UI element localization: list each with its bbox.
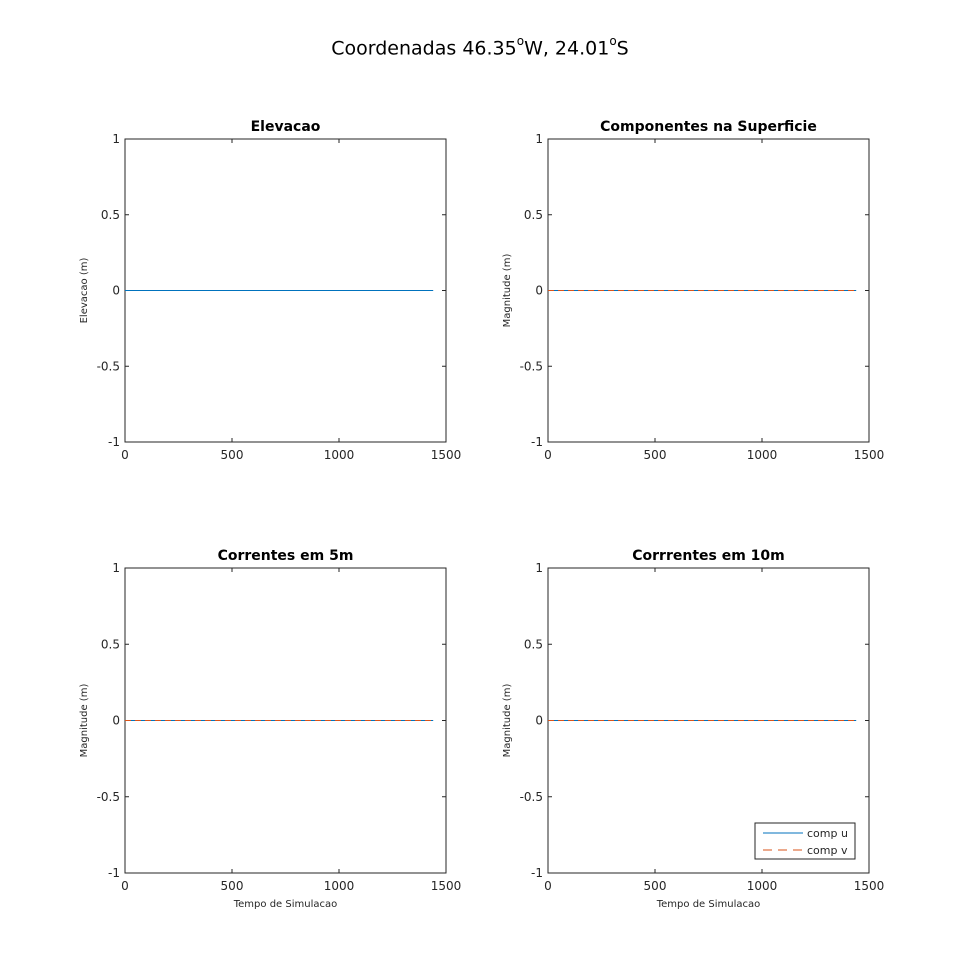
y-tick-label: 0.5: [101, 208, 120, 222]
x-tick-label: 0: [121, 448, 129, 462]
y-axis-label: Magnitude (m): [79, 684, 90, 758]
y-tick-label: 0: [112, 714, 120, 728]
y-axis-label: Magnitude (m): [502, 684, 513, 758]
legend-box: [754, 822, 856, 860]
x-tick-label: 500: [221, 448, 244, 462]
x-tick-label: 0: [121, 879, 129, 893]
x-tick-label: 500: [644, 879, 667, 893]
subplot-1: Elevacao 0 500 1000 1500 -1 -0.5 0 0.5 1 Elevacao …: [79, 119, 461, 462]
y-tick-label: 0.5: [101, 637, 120, 651]
y-tick-label: 1: [112, 132, 120, 146]
subplot-3: Correntes em 5m 0 500 1000 1500 -1 -0.5 0 0.5 1 Ma…: [79, 548, 461, 910]
legend-label-2: comp v: [807, 844, 848, 857]
y-tick-label: 1: [535, 561, 543, 575]
subplot-title: Correntes em 5m: [218, 548, 354, 564]
legend: comp u comp v: [754, 822, 856, 860]
y-tick-label: 0.5: [524, 637, 543, 651]
y-tick-label: -1: [531, 435, 543, 449]
subplot-title: Corrrentes em 10m: [632, 548, 785, 564]
x-tick-label: 1000: [324, 448, 355, 462]
subplot-2: Componentes na Superficie 0 500 1000 1500 -1 -…: [502, 119, 884, 462]
subplot-title: Elevacao: [251, 119, 321, 135]
y-tick-label: -0.5: [97, 790, 120, 804]
x-tick-label: 1500: [854, 879, 885, 893]
legend-label-1: comp u: [807, 827, 848, 840]
x-axis-label: Tempo de Simulacao: [233, 899, 337, 910]
y-tick-label: 0.5: [524, 208, 543, 222]
figure-title: Coordenadas 46.35oW, 24.01oS: [0, 34, 960, 60]
y-tick-label: -0.5: [520, 359, 543, 373]
y-tick-label: -1: [531, 866, 543, 880]
x-tick-label: 0: [544, 879, 552, 893]
x-tick-label: 1000: [324, 879, 355, 893]
y-tick-label: 1: [535, 132, 543, 146]
y-tick-label: -1: [108, 435, 120, 449]
subplot-title: Componentes na Superficie: [600, 119, 817, 135]
figure-title-prefix: Coordenadas 46.35: [331, 37, 517, 60]
y-tick-label: -1: [108, 866, 120, 880]
x-tick-label: 500: [221, 879, 244, 893]
y-tick-label: 0: [112, 284, 120, 298]
x-tick-label: 1500: [854, 448, 885, 462]
degree-symbol-lat: o: [609, 34, 617, 48]
x-tick-label: 0: [544, 448, 552, 462]
y-tick-label: 1: [112, 561, 120, 575]
x-tick-label: 1500: [431, 448, 462, 462]
y-axis-label: Magnitude (m): [502, 254, 513, 328]
figure-title-lon: W, 24.01: [524, 37, 610, 60]
y-tick-label: -0.5: [97, 359, 120, 373]
subplot-4: Corrrentes em 10m 0 500 1000 1500 -1 -0.5 0 0.5 1…: [502, 548, 884, 910]
y-axis-label: Elevacao (m): [79, 258, 90, 324]
x-tick-label: 500: [644, 448, 667, 462]
x-tick-label: 1000: [747, 879, 778, 893]
y-tick-label: -0.5: [520, 790, 543, 804]
x-tick-label: 1000: [747, 448, 778, 462]
degree-symbol-lon: o: [516, 34, 525, 48]
y-tick-label: 0: [535, 284, 543, 298]
x-axis-label: Tempo de Simulacao: [656, 899, 760, 910]
x-tick-label: 1500: [431, 879, 462, 893]
y-tick-label: 0: [535, 714, 543, 728]
figure-title-lat: S: [616, 37, 629, 60]
